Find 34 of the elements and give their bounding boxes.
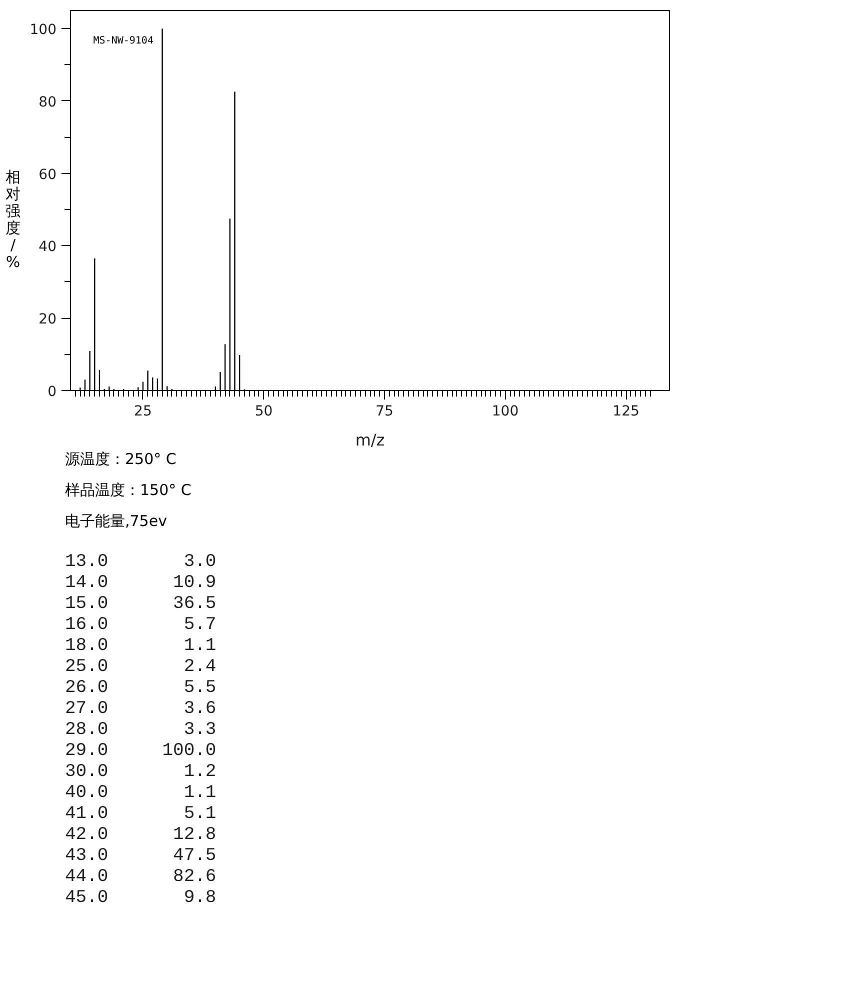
annotation: MS-NW-9104 xyxy=(93,35,154,46)
y-tick-label: 80 xyxy=(38,94,57,110)
y-axis-title: 相对强度/% xyxy=(5,167,21,271)
text: 18.0 1.1 xyxy=(65,636,216,657)
text: 15.0 36.5 xyxy=(65,594,216,615)
text: 26.0 5.5 xyxy=(65,678,216,699)
text: 16.0 5.7 xyxy=(65,615,216,636)
x-tick-label: 125 xyxy=(612,404,640,420)
y-tick-label: 0 xyxy=(48,384,57,400)
text: 样品温度：150° C xyxy=(65,480,192,501)
text: 42.0 12.8 xyxy=(65,825,216,846)
text: 14.0 10.9 xyxy=(65,573,216,594)
text: 29.0 100.0 xyxy=(65,741,216,762)
y-tick-label: 40 xyxy=(38,239,57,256)
text: 45.0 9.8 xyxy=(65,888,216,909)
y-tick-label: 100 xyxy=(30,22,57,38)
text: 44.0 82.6 xyxy=(65,867,216,888)
x-axis-title: m/z xyxy=(355,430,385,450)
text: 27.0 3.6 xyxy=(65,699,216,720)
text: 40.0 1.1 xyxy=(65,783,216,804)
text: 41.0 5.1 xyxy=(65,804,216,825)
text: 电子能量,75ev xyxy=(65,511,168,532)
text: 28.0 3.3 xyxy=(65,720,216,741)
x-tick-label: 25 xyxy=(134,404,152,420)
text: 43.0 47.5 xyxy=(65,846,216,867)
x-tick-label: 100 xyxy=(492,404,519,420)
x-tick-label: 75 xyxy=(376,404,394,420)
text: 30.0 1.2 xyxy=(65,762,216,783)
y-tick-label: 20 xyxy=(38,312,57,328)
x-tick-label: 50 xyxy=(254,404,273,420)
text: 13.0 3.0 xyxy=(65,552,216,573)
y-tick-label: 60 xyxy=(38,166,57,183)
text: 25.0 2.4 xyxy=(65,657,216,678)
text: 源温度：250° C xyxy=(65,449,178,470)
